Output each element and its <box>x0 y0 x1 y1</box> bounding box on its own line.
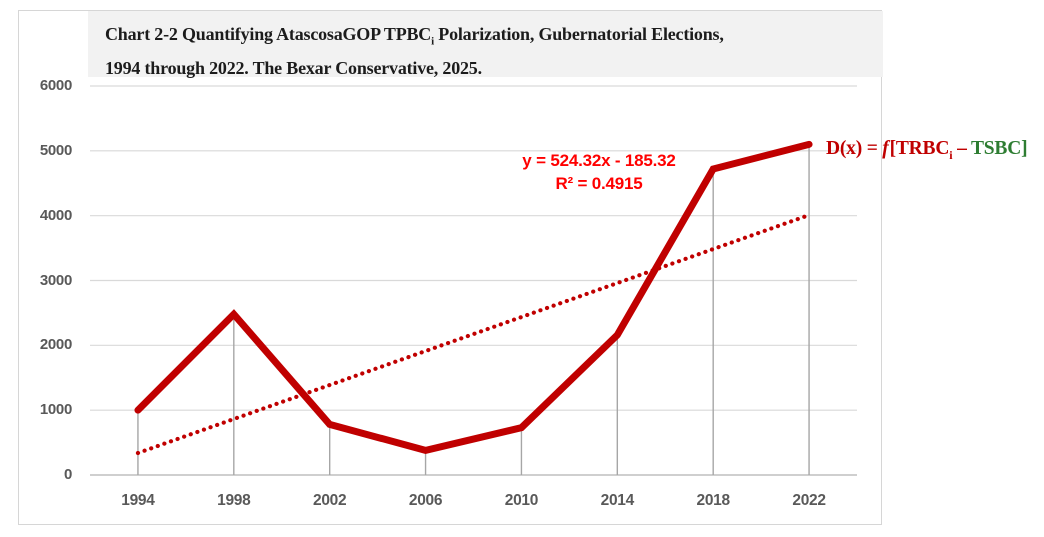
y-axis-tick-label: 0 <box>63 466 72 483</box>
x-axis-tick-label: 2022 <box>792 492 826 509</box>
x-axis-tick-label: 2002 <box>313 492 347 509</box>
dx-label-red-part: – <box>952 138 971 159</box>
x-axis-tick-label: 1998 <box>217 492 251 509</box>
dx-label-red-part: D(x) = <box>826 138 883 159</box>
y-axis-tick-label: 1000 <box>39 401 72 419</box>
trendline-r-squared: R² = 0.4915 <box>555 174 643 193</box>
dx-label-green-part: TSBC] <box>970 138 1028 159</box>
x-axis-tick-label: 2006 <box>408 492 443 509</box>
x-axis-tick-label: 2014 <box>600 492 635 509</box>
y-axis-tick-label: 6000 <box>39 77 72 94</box>
x-axis-tick-label: 2018 <box>696 492 731 509</box>
y-axis-tick-label: 2000 <box>39 336 72 354</box>
dx-label-subscript: i <box>949 147 953 162</box>
chart-frame <box>18 10 882 525</box>
y-axis-tick-label: 4000 <box>39 206 72 224</box>
chart-title-text: Polarization, Gubernatorial Elections, <box>433 24 724 44</box>
chart-title-subscript: i <box>431 35 434 48</box>
y-axis-tick-label: 3000 <box>39 271 72 289</box>
x-axis-tick-label: 2010 <box>504 492 539 509</box>
trendline-equation: y = 524.32x - 185.32 R² = 0.4915 <box>479 149 719 195</box>
chart-title-line1: Chart 2-2 Quantifying AtascosaGOP TPBCi … <box>105 21 883 55</box>
chart-title-line2: 1994 through 2022. The Bexar Conservativ… <box>105 57 482 78</box>
trendline-equation-line1: y = 524.32x - 185.32 <box>522 151 676 170</box>
dx-label-f-italic: f <box>882 138 889 159</box>
y-axis-tick-label: 5000 <box>39 141 72 159</box>
dx-label-red-part: [TRBC <box>889 138 950 159</box>
dx-function-label: D(x) = f[TRBCi – TSBC] <box>826 138 1028 163</box>
x-axis-tick-label: 1994 <box>121 492 155 509</box>
chart-title: Chart 2-2 Quantifying AtascosaGOP TPBCi … <box>88 11 883 78</box>
chart-title-text: Chart 2-2 Quantifying AtascosaGOP TPBC <box>105 24 432 44</box>
